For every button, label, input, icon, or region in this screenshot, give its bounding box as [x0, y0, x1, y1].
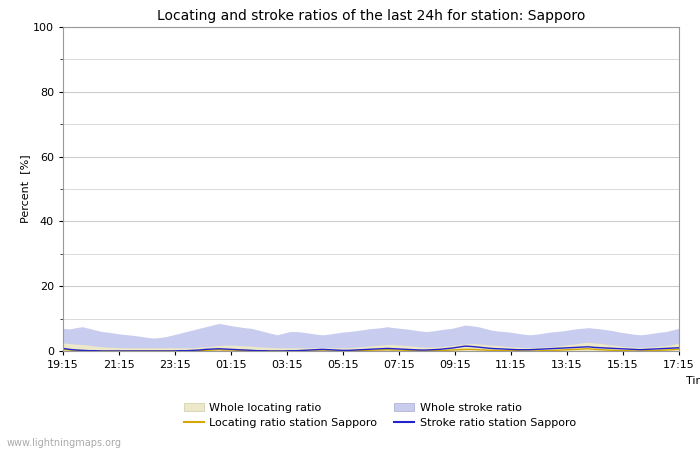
Title: Locating and stroke ratios of the last 24h for station: Sapporo: Locating and stroke ratios of the last 2…: [157, 9, 585, 23]
Text: www.lightningmaps.org: www.lightningmaps.org: [7, 438, 122, 448]
Text: Time: Time: [686, 376, 700, 386]
Y-axis label: Percent  [%]: Percent [%]: [20, 155, 30, 223]
Legend: Whole locating ratio, Locating ratio station Sapporo, Whole stroke ratio, Stroke: Whole locating ratio, Locating ratio sta…: [179, 399, 580, 432]
